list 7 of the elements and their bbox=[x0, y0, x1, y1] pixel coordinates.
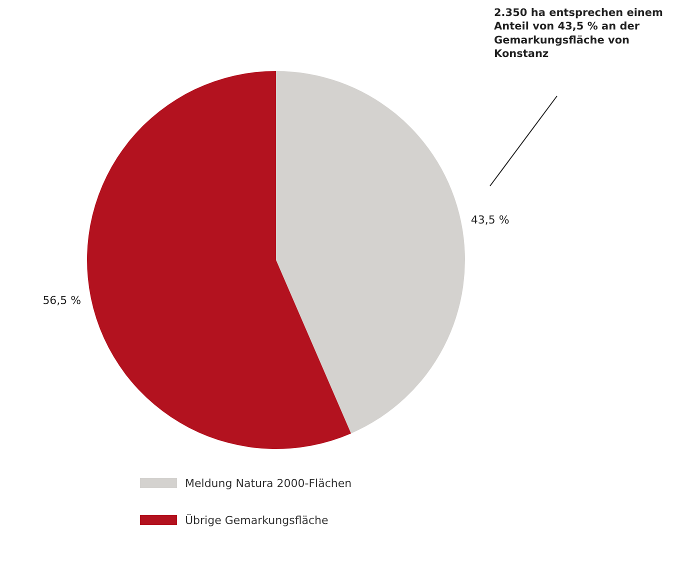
pie-slice bbox=[276, 71, 465, 434]
legend-label: Übrige Gemarkungsfläche bbox=[185, 512, 329, 527]
pie-slice bbox=[87, 71, 352, 449]
text: 2.350 ha entsprechen einem Anteil von 43,5 % an der Gemarkungsfläche von Konstanz bbox=[494, 7, 664, 60]
data-label: 43,5 % bbox=[470, 213, 510, 226]
data-label: 56,5 % bbox=[42, 294, 82, 308]
legend-label: Meldung Natura 2000-Flächen bbox=[185, 476, 352, 490]
